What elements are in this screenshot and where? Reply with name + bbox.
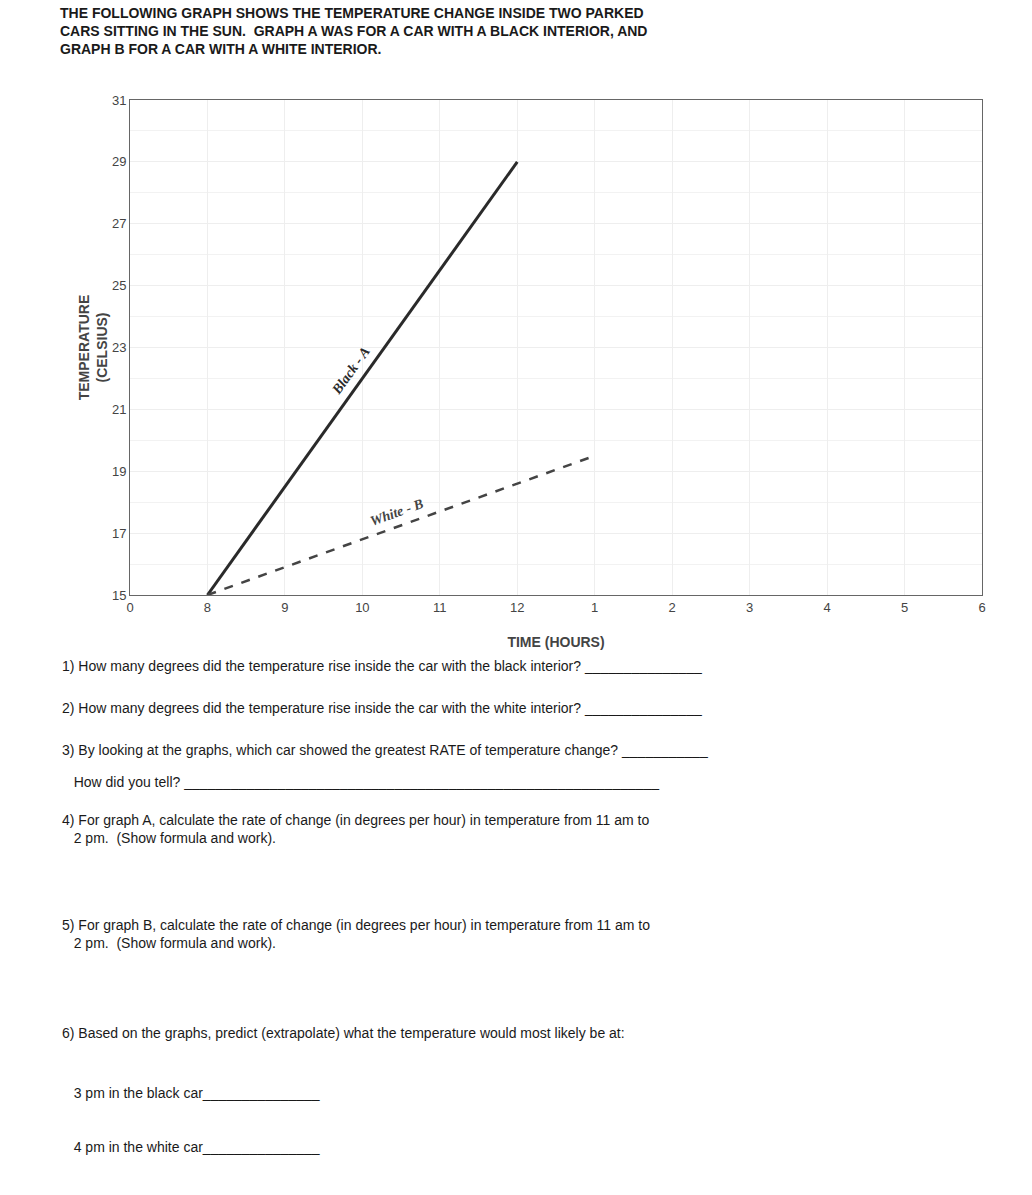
svg-text:THE FOLLOWING GRAPH SHOWS THE: THE FOLLOWING GRAPH SHOWS THE TEMPERATUR… (60, 5, 647, 57)
svg-text:6) Based on the graphs, predic: 6) Based on the graphs, predict (extrapo… (62, 1025, 625, 1041)
svg-text:1) How many degrees did the te: 1) How many degrees did the temperature … (62, 658, 702, 674)
svg-text:27: 27 (112, 216, 126, 231)
svg-text:2: 2 (669, 600, 676, 615)
svg-text:Black - A: Black - A (329, 344, 373, 397)
svg-text:9: 9 (281, 600, 288, 615)
svg-text:29: 29 (112, 154, 126, 169)
svg-text:1: 1 (591, 600, 598, 615)
svg-text:10: 10 (355, 600, 369, 615)
svg-text:White - B: White - B (368, 496, 425, 529)
svg-text:3 pm in the black car_________: 3 pm in the black car_______________ (62, 1085, 320, 1101)
svg-text:4 pm in the white car_________: 4 pm in the white car_______________ (62, 1139, 320, 1155)
svg-text:17: 17 (112, 526, 126, 541)
svg-text:TIME (HOURS): TIME (HOURS) (507, 634, 604, 650)
svg-text:19: 19 (112, 464, 126, 479)
svg-text:TEMPERATURE(CELSIUS): TEMPERATURE(CELSIUS) (76, 295, 110, 401)
svg-text:3: 3 (746, 600, 753, 615)
svg-text:31: 31 (112, 93, 126, 108)
svg-text:23: 23 (112, 340, 126, 355)
svg-text:How did you tell? ____________: How did you tell? ______________________… (62, 774, 659, 790)
svg-text:21: 21 (112, 402, 126, 417)
svg-text:4) For graph A, calculate the: 4) For graph A, calculate the rate of ch… (62, 812, 649, 846)
svg-text:4: 4 (823, 600, 830, 615)
svg-text:0: 0 (126, 600, 133, 615)
svg-text:6: 6 (978, 600, 985, 615)
svg-text:3) By looking at the graphs, w: 3) By looking at the graphs, which car s… (62, 742, 708, 758)
svg-text:5) For graph B, calculate the: 5) For graph B, calculate the rate of ch… (62, 917, 650, 951)
svg-text:11: 11 (433, 600, 447, 615)
svg-text:25: 25 (112, 278, 126, 293)
svg-text:12: 12 (510, 600, 524, 615)
svg-text:2) How many degrees did the te: 2) How many degrees did the temperature … (62, 700, 702, 716)
svg-text:15: 15 (112, 588, 126, 603)
svg-text:8: 8 (204, 600, 211, 615)
svg-text:5: 5 (901, 600, 908, 615)
